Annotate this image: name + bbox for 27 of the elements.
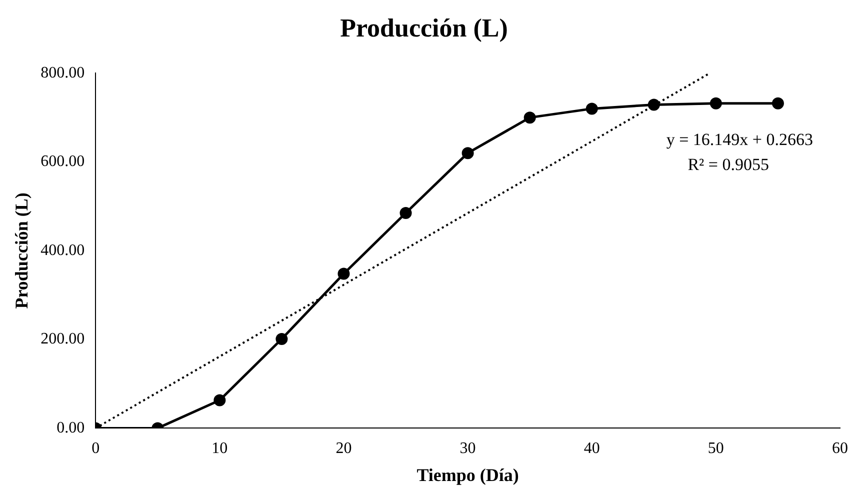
y-tick-label: 200.00 — [40, 330, 85, 348]
point — [710, 97, 722, 110]
point — [462, 147, 474, 160]
x-axis-title: Tiempo (Día) — [416, 464, 519, 485]
y-tick-label: 0.00 — [56, 419, 85, 436]
y-tick-label: 400.00 — [40, 242, 85, 259]
point — [400, 206, 412, 219]
point — [772, 97, 784, 110]
point — [586, 102, 598, 115]
x-tick-label: 20 — [336, 440, 352, 458]
x-tick-label: 0 — [92, 440, 100, 458]
point — [524, 112, 536, 124]
y-tick-label: 800.00 — [40, 64, 85, 82]
point — [338, 268, 350, 280]
point — [648, 98, 660, 111]
y-axis-title: Producción (L) — [11, 192, 32, 309]
point — [214, 394, 226, 406]
annotation: R² = 0.9055 — [688, 155, 769, 174]
x-tick-label: 40 — [584, 440, 600, 458]
annotation: y = 16.149x + 0.2663 — [666, 130, 813, 150]
point — [276, 333, 288, 346]
x-tick-label: 10 — [212, 440, 228, 458]
y-tick-label: 600.00 — [40, 153, 85, 170]
x-tick-label: 50 — [708, 440, 724, 458]
chart-title: Producción (L) — [340, 13, 508, 42]
x-tick-label: 60 — [832, 440, 848, 458]
x-tick-label: 30 — [460, 440, 476, 458]
